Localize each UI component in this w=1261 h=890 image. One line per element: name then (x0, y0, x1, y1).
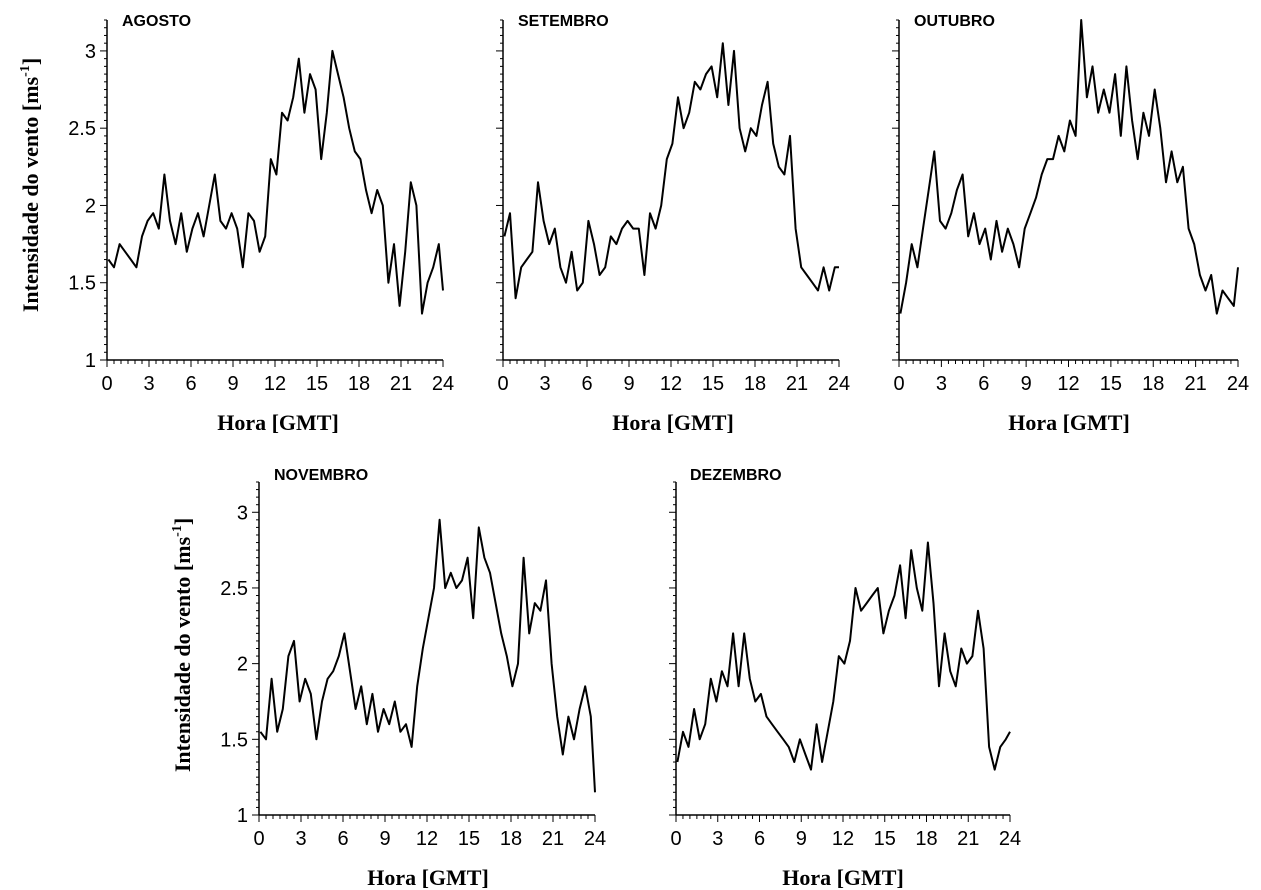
panel-title-dezembro: DEZEMBRO (690, 467, 782, 484)
series-line-outubro (899, 19, 1239, 315)
x-tick-label-agosto: 24 (432, 373, 454, 395)
y-tick-label-novembro: 1 (237, 805, 248, 827)
x-tick-label-outubro: 12 (1057, 373, 1079, 395)
x-tick-label-agosto: 6 (185, 373, 196, 395)
x-tick-label-setembro: 15 (702, 373, 724, 395)
x-tick-label-outubro: 21 (1185, 373, 1207, 395)
series-line-dezembro (676, 541, 1011, 771)
y-tick-label-agosto: 2 (85, 195, 96, 217)
x-tick-label-novembro: 15 (458, 828, 480, 850)
x-tick-label-dezembro: 15 (874, 828, 896, 850)
y-tick-label-novembro: 2.5 (220, 578, 248, 600)
y-tick-label-agosto: 1 (85, 350, 96, 372)
y-tick-label-agosto: 1.5 (68, 273, 96, 295)
x-tick-label-setembro: 21 (786, 373, 808, 395)
x-tick-label-dezembro: 12 (832, 828, 854, 850)
x-tick-label-outubro: 24 (1227, 373, 1249, 395)
x-tick-label-setembro: 0 (497, 373, 508, 395)
series-line-setembro (503, 42, 839, 300)
x-tick-label-novembro: 18 (500, 828, 522, 850)
x-tick-label-outubro: 15 (1100, 373, 1122, 395)
x-axis-title-novembro: Hora [GMT] (367, 865, 489, 890)
x-tick-label-novembro: 21 (542, 828, 564, 850)
y-axis-title-novembro: Intensidade do vento [ms-1] (170, 518, 195, 772)
x-tick-label-setembro: 6 (581, 373, 592, 395)
x-tick-label-setembro: 3 (539, 373, 550, 395)
plot-area-agosto: 1 1.5 2 2.5 3 0 3 6 9 12 15 18 21 24 (68, 19, 454, 395)
x-tick-label-novembro: 0 (253, 828, 264, 850)
x-axis-title-outubro: Hora [GMT] (1008, 410, 1130, 435)
x-tick-label-outubro: 6 (978, 373, 989, 395)
panel-outubro: 0 3 6 9 12 15 18 21 24 OUTUBRO Hora [GMT] (892, 13, 1249, 435)
y-tick-label-novembro: 1.5 (220, 729, 248, 751)
panel-novembro: 1 1.5 2 2.5 3 0 3 6 9 12 15 18 21 24 NOVEMBRO Hora [G… (170, 467, 606, 890)
plot-area-outubro: 0 3 6 9 12 15 18 21 24 (892, 19, 1249, 395)
x-tick-label-outubro: 3 (936, 373, 947, 395)
x-tick-label-novembro: 12 (416, 828, 438, 850)
series-line-novembro (259, 518, 596, 793)
x-axis-title-setembro: Hora [GMT] (612, 410, 734, 435)
x-tick-label-agosto: 21 (390, 373, 412, 395)
x-tick-label-novembro: 9 (379, 828, 390, 850)
y-tick-label-novembro: 3 (237, 502, 248, 524)
x-axis-title-agosto: Hora [GMT] (217, 410, 339, 435)
plot-area-dezembro: 0 3 6 9 12 15 18 21 24 (669, 481, 1021, 850)
x-tick-label-agosto: 0 (101, 373, 112, 395)
series-line-agosto (107, 49, 444, 315)
x-tick-label-agosto: 3 (143, 373, 154, 395)
x-tick-label-dezembro: 6 (754, 828, 765, 850)
panel-title-outubro: OUTUBRO (914, 13, 995, 30)
x-tick-label-novembro: 6 (337, 828, 348, 850)
x-tick-label-novembro: 24 (584, 828, 606, 850)
panel-title-agosto: AGOSTO (122, 13, 191, 30)
x-tick-label-agosto: 18 (348, 373, 370, 395)
y-axis-title-agosto: Intensidade do vento [ms-1] (18, 58, 43, 312)
plot-area-setembro: 0 3 6 9 12 15 18 21 24 (496, 19, 850, 395)
x-tick-label-outubro: 0 (893, 373, 904, 395)
x-tick-label-dezembro: 9 (796, 828, 807, 850)
x-tick-label-dezembro: 0 (670, 828, 681, 850)
panel-agosto: 1 1.5 2 2.5 3 0 3 6 9 12 15 18 21 24 AGOSTO Hora [GMT… (18, 13, 454, 435)
x-tick-label-dezembro: 21 (957, 828, 979, 850)
y-tick-label-agosto: 2.5 (68, 118, 96, 140)
x-tick-label-dezembro: 3 (712, 828, 723, 850)
x-tick-label-agosto: 15 (306, 373, 328, 395)
y-tick-label-novembro: 2 (237, 654, 248, 676)
x-tick-label-novembro: 3 (295, 828, 306, 850)
x-tick-label-setembro: 24 (828, 373, 850, 395)
y-tick-label-agosto: 3 (85, 41, 96, 63)
plot-area-novembro: 1 1.5 2 2.5 3 0 3 6 9 12 15 18 21 24 (220, 481, 606, 850)
x-tick-label-dezembro: 24 (999, 828, 1021, 850)
panel-title-novembro: NOVEMBRO (274, 467, 368, 484)
x-axis-title-dezembro: Hora [GMT] (782, 865, 904, 890)
panel-title-setembro: SETEMBRO (518, 13, 609, 30)
x-tick-label-dezembro: 18 (915, 828, 937, 850)
x-tick-label-agosto: 12 (264, 373, 286, 395)
x-tick-label-setembro: 18 (744, 373, 766, 395)
x-tick-label-setembro: 12 (660, 373, 682, 395)
panel-setembro: 0 3 6 9 12 15 18 21 24 SETEMBRO Hora [GMT] (496, 13, 850, 435)
panel-dezembro: 0 3 6 9 12 15 18 21 24 DEZEMBRO Hora [GMT] (669, 467, 1021, 890)
x-tick-label-outubro: 18 (1142, 373, 1164, 395)
x-tick-label-agosto: 9 (227, 373, 238, 395)
x-tick-label-outubro: 9 (1021, 373, 1032, 395)
x-tick-label-setembro: 9 (623, 373, 634, 395)
